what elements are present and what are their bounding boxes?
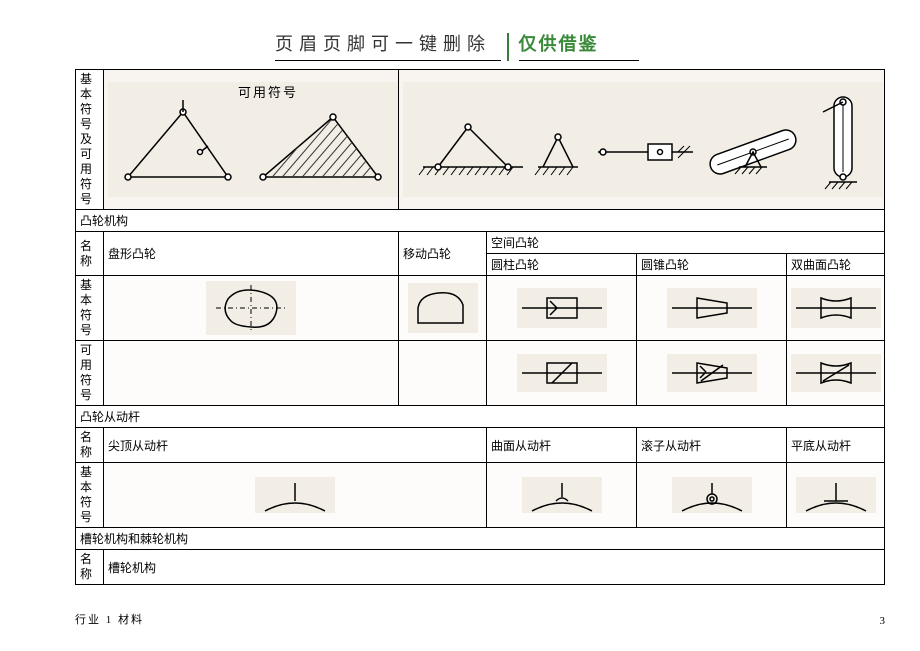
basic-label-2: 基本符号 — [76, 463, 104, 528]
footer-text: 行业 1 材料 — [75, 611, 144, 627]
cam-usable-3c — [787, 341, 885, 406]
diag-label: 可 — [238, 85, 251, 100]
linkage-symbols-svg — [403, 82, 883, 197]
name-label-2: 名称 — [76, 428, 104, 463]
section-cam-header: 凸轮机构 — [76, 210, 885, 232]
svg-text:号: 号 — [283, 85, 296, 100]
cam-name-3c: 双曲面凸轮 — [787, 254, 885, 276]
cam-name-3b: 圆锥凸轮 — [637, 254, 787, 276]
follower-name-4: 平底从动杆 — [787, 428, 885, 463]
section-follower-header: 凸轮从动杆 — [76, 406, 885, 428]
header-left-text: 页眉页脚可一键删除 — [275, 30, 501, 61]
follower-sym-3 — [637, 463, 787, 528]
cam-usable-3a — [487, 341, 637, 406]
ratchet-center: 槽轮机构 — [104, 550, 885, 585]
cam-basic-3c — [787, 276, 885, 341]
page-header: 页眉页脚可一键删除 仅供借鉴 — [75, 30, 885, 61]
cam-usable-1 — [104, 341, 399, 406]
cam-usable-3b — [637, 341, 787, 406]
page-number: 3 — [880, 615, 886, 627]
symbols-table: 基本符号及可用符号 可 用 符 号 — [75, 69, 885, 585]
header-divider — [507, 33, 509, 61]
follower-sym-1 — [104, 463, 487, 528]
cam-name-3a: 圆柱凸轮 — [487, 254, 637, 276]
svg-text:符: 符 — [268, 85, 281, 100]
cam-name-3: 空间凸轮 — [487, 232, 885, 254]
follower-name-2: 曲面从动杆 — [487, 428, 637, 463]
row-label-basic-usable: 基本符号及可用符号 — [76, 70, 104, 210]
header-right-text: 仅供借鉴 — [519, 30, 639, 61]
cam-basic-3a — [487, 276, 637, 341]
section-ratchet-header: 槽轮机构和棘轮机构 — [76, 528, 885, 550]
follower-sym-4 — [787, 463, 885, 528]
follower-sym-2 — [487, 463, 637, 528]
name-label: 名称 — [76, 232, 104, 276]
cam-basic-1 — [104, 276, 399, 341]
cam-basic-3b — [637, 276, 787, 341]
cam-name-2: 移动凸轮 — [399, 232, 487, 276]
name-label-3: 名称 — [76, 550, 104, 585]
usable-label: 可用符号 — [76, 341, 104, 406]
svg-text:用: 用 — [253, 85, 266, 100]
cam-basic-2 — [399, 276, 487, 341]
diagram-right-cell — [399, 70, 885, 210]
diagram-left-cell: 可 用 符 号 — [104, 70, 399, 210]
basic-label: 基本符号 — [76, 276, 104, 341]
cam-usable-2 — [399, 341, 487, 406]
follower-name-3: 滚子从动杆 — [637, 428, 787, 463]
follower-name-1: 尖顶从动杆 — [104, 428, 487, 463]
cam-name-1: 盘形凸轮 — [104, 232, 399, 276]
triangle-symbols-svg: 可 用 符 号 — [108, 82, 398, 197]
